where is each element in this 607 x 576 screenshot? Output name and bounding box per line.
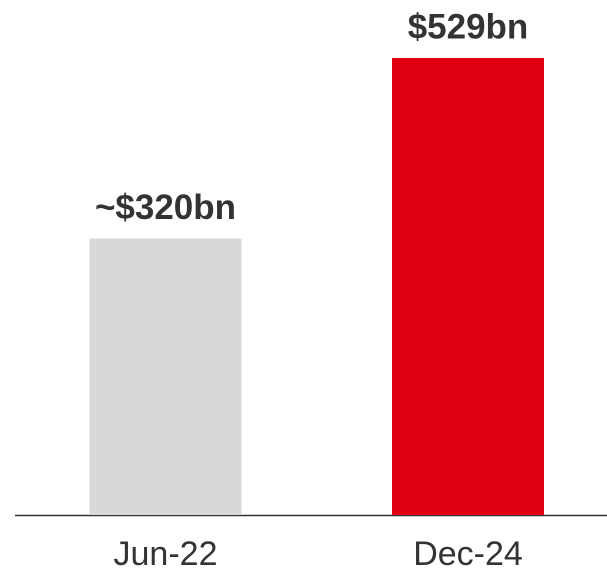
value-label: ~$320bn: [95, 188, 236, 227]
bar: [392, 58, 544, 515]
value-label: $529bn: [408, 7, 529, 46]
bar: [89, 238, 242, 515]
x-tick-label: Jun-22: [114, 535, 218, 573]
x-tick-label: Dec-24: [413, 535, 523, 573]
